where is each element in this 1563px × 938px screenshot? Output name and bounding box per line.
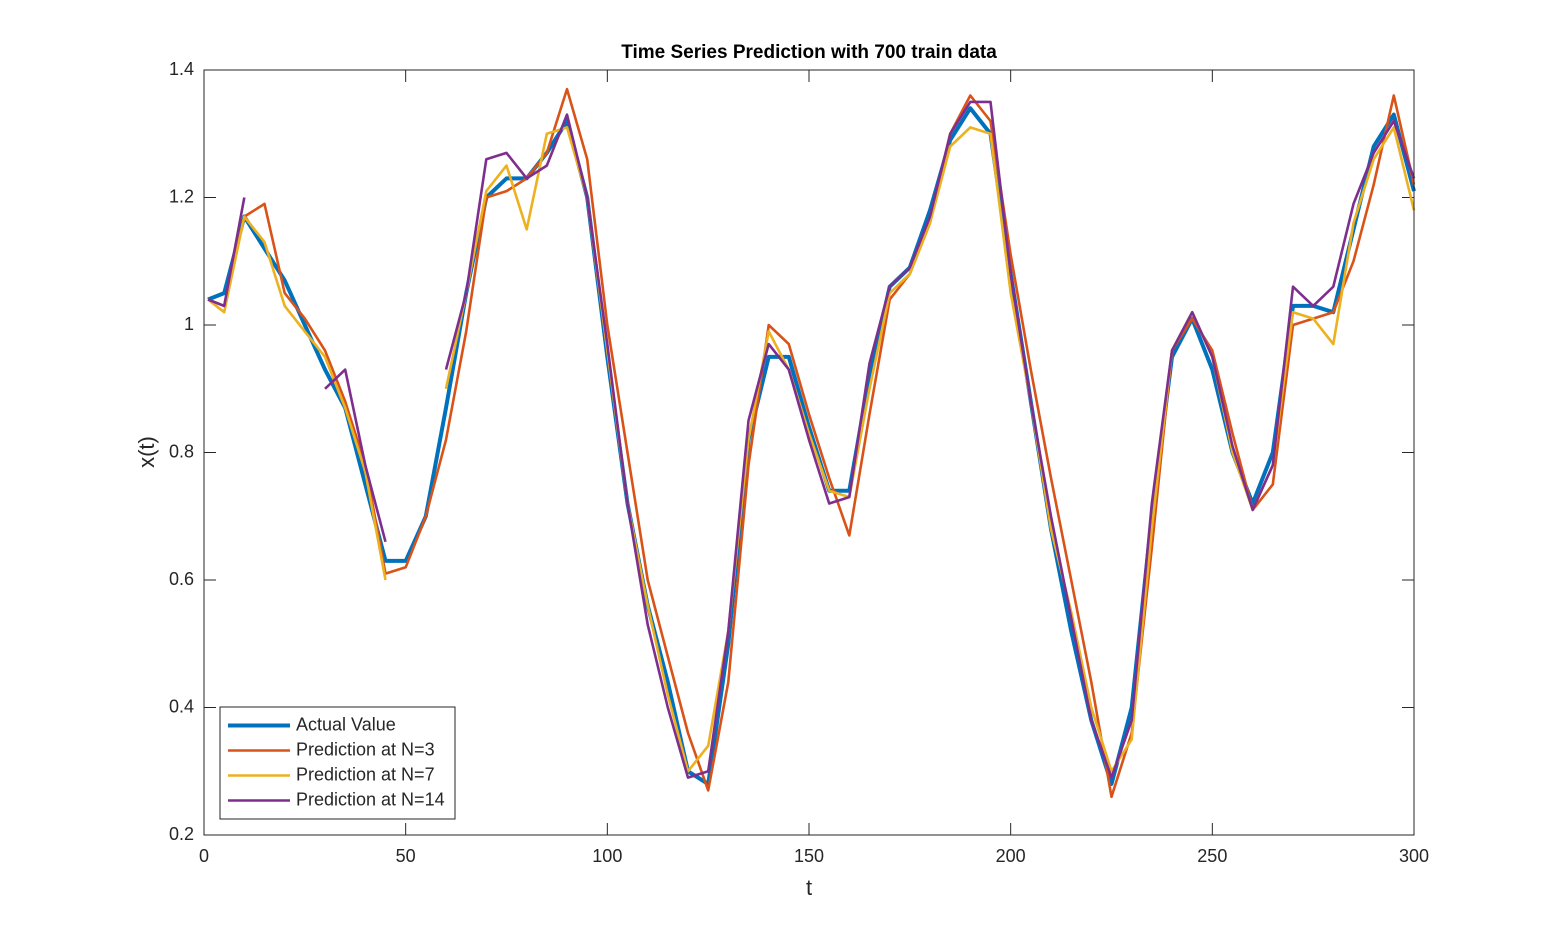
x-tick-label: 0 bbox=[199, 846, 209, 866]
y-tick-label: 0.6 bbox=[169, 569, 194, 589]
legend: Actual Value Prediction at N=3 Prediction … bbox=[219, 706, 456, 820]
y-tick-label: 0.2 bbox=[169, 824, 194, 844]
y-tick-label: 0.4 bbox=[169, 696, 194, 716]
y-tick-label: 1.2 bbox=[169, 186, 194, 206]
series-line bbox=[207, 106, 1416, 786]
x-tick-label: 50 bbox=[396, 846, 416, 866]
series-line bbox=[207, 100, 1416, 779]
legend-label: Actual Value bbox=[296, 714, 396, 734]
x-tick-label: 250 bbox=[1197, 846, 1227, 866]
x-axis-label: t bbox=[806, 875, 812, 900]
legend-label: Prediction at N=3 bbox=[296, 739, 435, 759]
y-tick-label: 0.8 bbox=[169, 441, 194, 461]
chart-title: Time Series Prediction with 700 train da… bbox=[621, 42, 997, 63]
legend-label: Prediction at N=7 bbox=[296, 764, 435, 784]
y-axis-label: x(t) bbox=[134, 436, 159, 468]
y-tick-label: 1.4 bbox=[169, 59, 194, 79]
x-tick-label: 300 bbox=[1399, 846, 1429, 866]
series-line bbox=[207, 87, 1416, 799]
x-tick-label: 100 bbox=[592, 846, 622, 866]
x-tick-label: 200 bbox=[996, 846, 1026, 866]
legend-label: Prediction at N=14 bbox=[296, 789, 445, 809]
y-tick-label: 1 bbox=[184, 314, 194, 334]
x-tick-label: 150 bbox=[794, 846, 824, 866]
axes-box bbox=[203, 69, 1415, 836]
